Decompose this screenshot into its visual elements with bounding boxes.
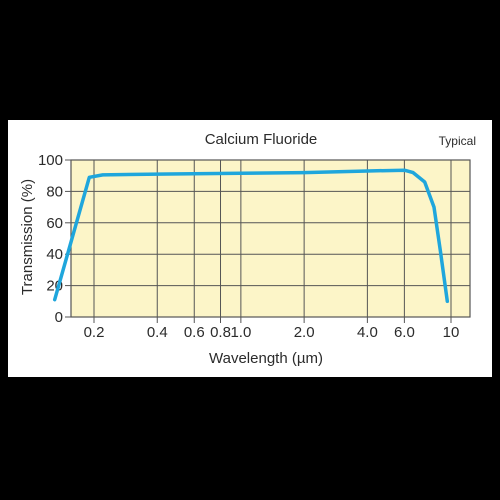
x-tick-label: 4.0 <box>357 324 378 341</box>
x-tick-label: 2.0 <box>294 324 315 341</box>
y-tick-label: 0 <box>55 309 63 326</box>
y-tick-label: 60 <box>46 215 63 232</box>
y-tick-label: 40 <box>46 246 63 263</box>
x-tick-label: 10 <box>443 324 460 341</box>
grid-lines <box>65 159 470 323</box>
y-axis-label: Transmission (%) <box>19 179 36 295</box>
plot-area <box>70 159 471 318</box>
transmission-line <box>52 168 450 304</box>
x-tick-label: 0.2 <box>84 324 105 341</box>
y-tick-label: 100 <box>38 152 63 169</box>
x-tick-label: 0.4 <box>147 324 168 341</box>
x-tick-label: 0.6 <box>184 324 205 341</box>
x-tick-labels: 0.2 0.4 0.6 0.8 1.0 2.0 4.0 6.0 10 <box>84 324 460 341</box>
y-tick-label: 80 <box>46 183 63 200</box>
typical-annotation: Typical <box>439 134 476 148</box>
x-tick-label: 1.0 <box>230 324 251 341</box>
x-tick-label: 6.0 <box>394 324 415 341</box>
chart-panel: 0 20 40 60 80 100 0.2 0.4 0.6 0.8 1.0 2.0 4.0 6.0 10 … <box>8 120 492 377</box>
x-axis-label: Wavelength (µm) <box>209 350 323 367</box>
x-tick-label: 0.8 <box>210 324 231 341</box>
chart-title: Calcium Fluoride <box>205 131 318 148</box>
